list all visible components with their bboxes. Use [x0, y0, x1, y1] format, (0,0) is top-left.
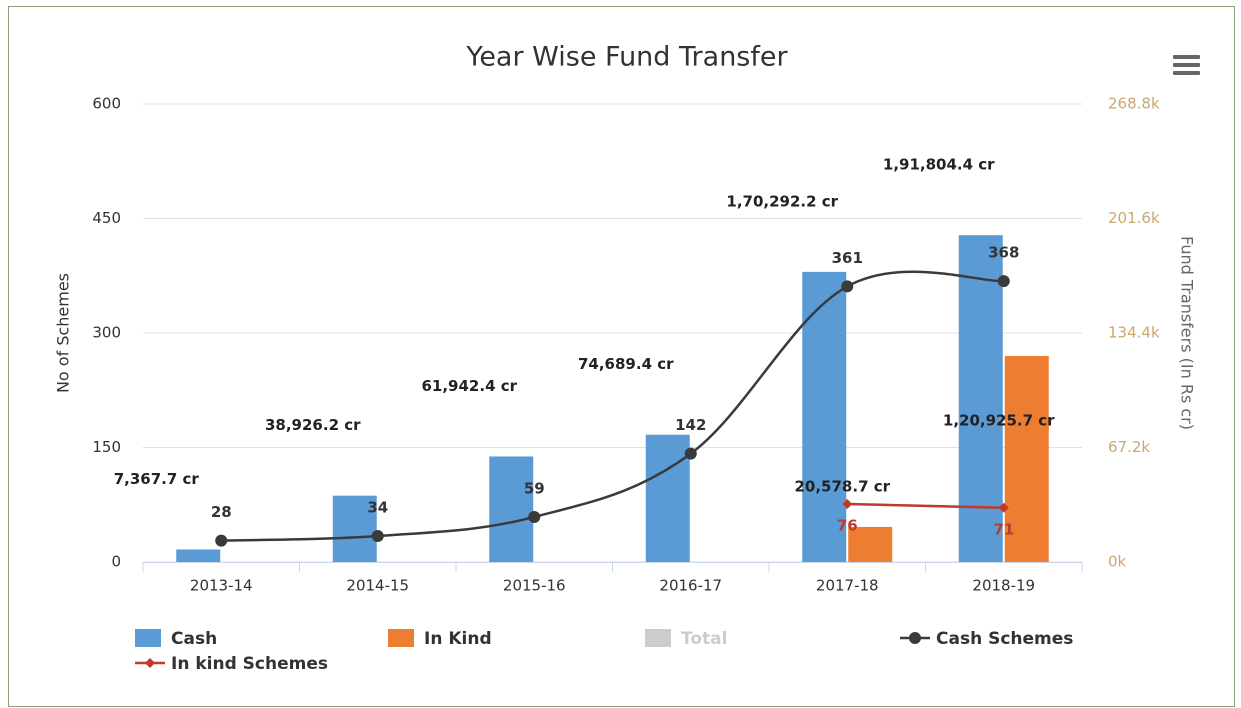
y2-tick-label: 134.4k [1108, 324, 1160, 342]
menu-button[interactable] [1173, 55, 1200, 75]
data-label: 20,578.7 cr [794, 477, 890, 495]
x-tick-label: 2013-14 [190, 577, 253, 595]
line-point [215, 534, 228, 547]
menu-bar [1173, 71, 1200, 75]
legend-item[interactable]: Cash [135, 629, 217, 649]
data-label: 28 [211, 503, 232, 521]
x-tick-label: 2018-19 [972, 577, 1035, 595]
bar [958, 235, 1003, 562]
line-point [371, 530, 384, 543]
data-label: 1,20,925.7 cr [943, 411, 1055, 429]
legend-marker [145, 658, 155, 668]
data-label: 361 [832, 249, 863, 267]
bar [1004, 355, 1049, 562]
legend-label: Total [681, 629, 727, 649]
y2-tick-label: 67.2k [1108, 438, 1150, 456]
legend-swatch [388, 629, 414, 647]
x-tick-label: 2015-16 [503, 577, 566, 595]
y-tick-label: 0 [111, 553, 121, 571]
x-tick-label: 2017-18 [816, 577, 879, 595]
line [221, 270, 1004, 542]
legend-label: In kind Schemes [171, 654, 328, 674]
bar [332, 495, 377, 562]
data-label: 34 [367, 499, 388, 517]
y-tick-label: 150 [92, 438, 121, 456]
legend-item[interactable]: Cash Schemes [900, 629, 1073, 649]
x-tick-label: 2016-17 [659, 577, 722, 595]
legend-item[interactable]: Total [645, 629, 727, 649]
data-label: 71 [993, 520, 1014, 538]
legend-label: Cash [171, 629, 217, 649]
legend-swatch [645, 629, 671, 647]
line-point [842, 498, 853, 509]
legend-item[interactable]: In Kind [388, 629, 492, 649]
data-label: 59 [524, 479, 545, 497]
data-label: 368 [988, 244, 1019, 262]
bar [645, 434, 690, 562]
bar [802, 271, 847, 562]
bar [489, 456, 534, 562]
data-label: 1,91,804.4 cr [883, 156, 995, 174]
y2-tick-label: 0k [1108, 553, 1127, 571]
data-label: 38,926.2 cr [265, 416, 361, 434]
x-tick-label: 2014-15 [346, 577, 409, 595]
bar [848, 526, 893, 562]
legend-item[interactable]: In kind Schemes [135, 654, 328, 674]
data-label: 7,367.7 cr [114, 470, 200, 488]
menu-bar [1173, 55, 1200, 59]
line [847, 502, 1004, 510]
bar [176, 549, 221, 562]
chart-title: Year Wise Fund Transfer [465, 42, 788, 73]
y2-axis-title: Fund Transfers (In Rs cr) [1178, 236, 1197, 430]
y-axis-title: No of Schemes [54, 273, 73, 393]
menu-bar [1173, 63, 1200, 67]
line-point [684, 447, 697, 460]
legend-swatch [135, 629, 161, 647]
data-label: 142 [675, 416, 706, 434]
line-point [528, 510, 541, 523]
line-point [998, 502, 1009, 513]
data-label: 1,70,292.2 cr [726, 192, 838, 210]
y2-tick-label: 201.6k [1108, 209, 1160, 227]
data-label: 76 [837, 516, 858, 534]
legend-marker [909, 632, 921, 644]
y-tick-label: 300 [92, 324, 121, 342]
legend-label: In Kind [424, 629, 492, 649]
data-label: 61,942.4 cr [421, 377, 517, 395]
data-label: 74,689.4 cr [578, 355, 674, 373]
line-point [997, 275, 1010, 288]
y-tick-label: 600 [92, 95, 121, 113]
line-point [841, 280, 854, 293]
legend-label: Cash Schemes [936, 629, 1073, 649]
y2-tick-label: 268.8k [1108, 95, 1160, 113]
y-tick-label: 450 [92, 209, 121, 227]
